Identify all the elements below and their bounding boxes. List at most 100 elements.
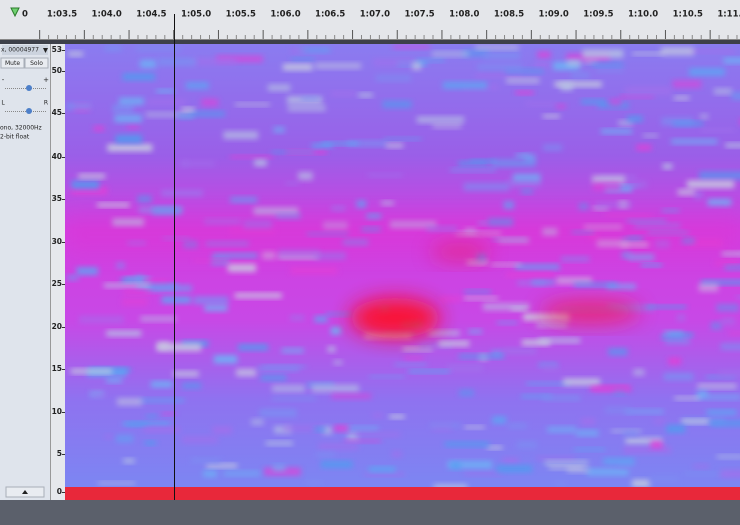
ruler-label: 1:05.0 (181, 10, 211, 20)
spectrogram-cell (532, 280, 555, 286)
spectrogram-cell (574, 282, 618, 287)
spectrogram-cell (71, 181, 99, 189)
spectrogram-cell (567, 467, 589, 472)
scale-label: 15 (52, 364, 62, 373)
spectrogram-cell (664, 331, 684, 335)
energy-blob (540, 300, 640, 324)
spectrogram-cell (536, 322, 567, 327)
pan-slider-thumb[interactable] (26, 108, 32, 114)
spectrogram-cell (521, 189, 533, 193)
spectrogram-cell (596, 68, 624, 72)
spectrogram-cell (536, 456, 574, 461)
spectrogram-cell (104, 434, 112, 439)
spectrogram-cell (732, 92, 740, 99)
spectrogram-cell (357, 200, 367, 207)
spectrogram-cell (716, 304, 738, 311)
spectrogram-cell (331, 206, 345, 211)
spectrogram-cell (721, 343, 740, 349)
spectrogram-cell (699, 172, 740, 180)
ruler-label: 1:03.5 (47, 10, 77, 20)
spectrogram-cell (663, 164, 673, 169)
spectrogram-cell (114, 115, 142, 122)
spectrogram-cell (620, 95, 654, 98)
spectrogram-cell (344, 426, 378, 430)
spectrogram-cell (158, 58, 197, 66)
spectrogram-cell (78, 174, 105, 178)
scale-label: 50 (52, 66, 62, 75)
spectrogram-cell (506, 78, 539, 83)
spectrogram-cell (145, 441, 156, 445)
spectrogram-cell (161, 412, 176, 415)
spectrogram-cell (127, 125, 139, 129)
ruler-label: 1:09.5 (583, 10, 613, 20)
scale-label: 25 (52, 279, 62, 288)
spectrogram-cell (687, 181, 734, 188)
spectrogram-cell (124, 290, 152, 294)
timeline-ruler[interactable] (0, 0, 740, 40)
spectrogram-cell (417, 117, 464, 123)
spectrogram-cell (464, 471, 501, 475)
spectrogram-cell (428, 331, 459, 336)
spectrogram-cell (547, 427, 576, 432)
spectrogram-cell (290, 315, 304, 320)
spectrogram-cell (204, 305, 227, 311)
spectrogram-cell (543, 115, 560, 118)
spectrogram-cell (497, 321, 518, 325)
spectrogram-cell (316, 452, 335, 458)
spectrogram-cell (700, 114, 708, 119)
spectrogram-cell (259, 409, 296, 417)
spectrogram-cell (288, 105, 326, 111)
spectrogram-cell (476, 73, 521, 77)
gain-slider-thumb[interactable] (26, 85, 32, 91)
spectrogram-cell (71, 369, 113, 374)
spectrogram-cell (161, 190, 202, 197)
spectrogram-cell (563, 379, 600, 386)
spectrogram-cell (315, 63, 361, 68)
spectrogram-cell (140, 398, 185, 402)
spectrogram-cell (459, 390, 474, 396)
spectrogram-cell (641, 264, 662, 267)
spectrogram-cell (344, 439, 381, 442)
spectrogram-cell (94, 126, 105, 131)
spectrogram-cell (94, 395, 108, 398)
spectrogram-cell (376, 75, 411, 81)
spectrogram-cell (291, 58, 314, 61)
spectrogram-cell (699, 284, 718, 292)
spectrogram-cell (555, 481, 566, 487)
spectrogram-cell (650, 476, 679, 483)
spectrogram-bottom-band (65, 487, 740, 500)
spectrogram-cell (392, 451, 402, 458)
spectrogram-cell (156, 90, 174, 93)
spectrogram-cell (601, 129, 632, 133)
spectrogram-cell (214, 355, 237, 363)
spectrogram-cell (432, 52, 469, 57)
spectrogram-cell (116, 135, 143, 143)
track-name: x, 00004977 (1, 47, 39, 54)
spectrogram-cell (186, 82, 209, 89)
spectrogram-cell (201, 99, 218, 107)
spectrogram-cell (314, 427, 325, 431)
spectrogram-cell (632, 480, 650, 487)
spectrogram-cell (440, 296, 461, 302)
spectrogram-cell (574, 448, 605, 451)
spectrogram-cell (106, 331, 141, 336)
spectrogram-cell (491, 160, 536, 167)
spectrogram-cell (689, 49, 735, 53)
spectrogram-cell (643, 134, 658, 137)
spectrogram-cell (122, 299, 147, 306)
spectrogram-cell (715, 260, 739, 265)
spectrogram-cell (561, 256, 589, 261)
spectrogram-cell (395, 363, 427, 367)
spectrogram-cell (190, 111, 225, 116)
spectrogram-cell (653, 419, 665, 424)
track-top-border (0, 40, 740, 44)
spectrogram-cell (251, 419, 263, 425)
scale-label: 35 (52, 194, 62, 203)
spectrogram-cell (693, 464, 709, 469)
spectrogram[interactable] (65, 44, 740, 491)
spectrogram-cell (212, 426, 231, 434)
spectrogram-cell (567, 60, 581, 66)
spectrogram-cell (173, 371, 198, 376)
spectrogram-cell (608, 348, 627, 355)
spectrogram-cell (545, 460, 589, 465)
